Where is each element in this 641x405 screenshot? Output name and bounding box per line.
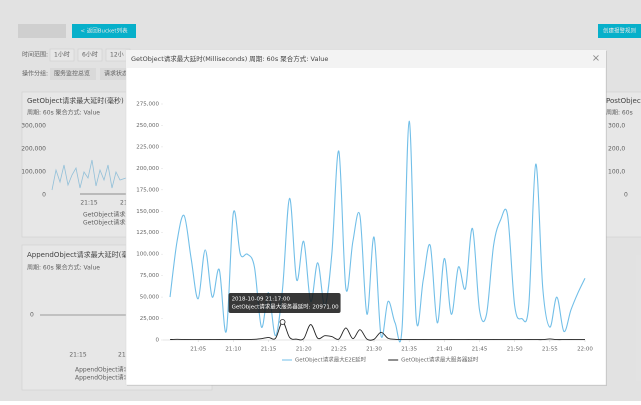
panel-tick: 0 <box>624 192 628 199</box>
panel-legend: AppendObject请求... <box>75 374 135 382</box>
tooltip-title: 2018-10-09 21:17:00 <box>232 297 291 303</box>
panel-tick: 100,0 <box>608 169 625 176</box>
y-tick-label: 0 <box>156 338 160 344</box>
alarm-button[interactable] <box>598 24 641 38</box>
panel-title: AppendObject请求最大延时(毫秒 <box>27 250 135 259</box>
time-option-label: 6小时 <box>82 51 98 59</box>
series-line <box>169 120 586 343</box>
panel-tick: 200,0 <box>608 146 625 153</box>
group-option[interactable] <box>50 68 96 80</box>
panel-x-tick: 21:15 <box>80 200 97 207</box>
panel-tick: 0 <box>42 192 46 199</box>
group-option-label: 请求状态 <box>104 70 128 78</box>
group-option[interactable] <box>100 68 130 80</box>
time-option[interactable] <box>77 48 103 62</box>
back-button[interactable] <box>72 24 136 38</box>
modal-body <box>125 49 607 386</box>
tooltip <box>228 293 341 314</box>
modal-header <box>126 50 606 68</box>
time-option-label: 12小 <box>110 51 124 59</box>
x-tick-label: 21:50 <box>507 347 523 353</box>
x-tick-label: 21:45 <box>472 347 488 353</box>
y-tick-label: 25,000 <box>140 316 160 322</box>
x-tick-label: 21:25 <box>331 347 347 353</box>
y-tick-label: 125,000 <box>136 230 159 236</box>
panel-x-tick: 21:3 <box>118 352 132 359</box>
panel-legend: GetObject请求最... <box>83 219 137 227</box>
x-tick-label: 21:40 <box>436 347 452 353</box>
panel-x-tick: 21: <box>120 200 130 207</box>
group-label: 操作分组: <box>22 70 48 78</box>
group-option-label: 服务监控总览 <box>54 70 90 78</box>
time-range-label: 时间范围: <box>22 51 48 59</box>
y-tick-label: 175,000 <box>136 187 159 193</box>
y-tick-label: 50,000 <box>140 295 160 301</box>
legend-label: GetObject请求最大E2E延时 <box>295 356 367 364</box>
x-tick-label: 21:20 <box>296 347 312 353</box>
close-button[interactable]: × <box>592 53 600 64</box>
panel-subtitle: 周期: 60s 聚合方式: Value <box>27 264 100 272</box>
hover-marker <box>279 319 286 325</box>
panel-tick: 200,000 <box>21 146 46 153</box>
panel-subtitle: 周期: 60s 聚合方式: Value <box>27 109 100 117</box>
time-option[interactable] <box>49 48 75 62</box>
y-tick-label: 100,000 <box>136 252 159 258</box>
modal: GetObject请求最大延时(Milliseconds) 周期: 60s 聚合… <box>125 49 607 386</box>
y-tick-label: 75,000 <box>140 273 160 279</box>
panel-legend: AppendObject请求... <box>75 366 135 374</box>
alarm-button-label: 创建报警规则 <box>603 27 636 35</box>
panel-legend: GetObject请求最... <box>83 211 137 219</box>
y-tick-label: 200,000 <box>136 166 159 172</box>
blurred-logo <box>18 24 66 38</box>
y-tick-label: 250,000 <box>136 123 159 129</box>
x-tick-label: 21:35 <box>401 347 417 353</box>
legend-label: GetObject请求最大服务器延时 <box>401 356 479 364</box>
panel-title: GetObject请求最大延时(毫秒) <box>27 96 124 105</box>
y-tick-label: 275,000 <box>136 102 159 108</box>
y-tick-label: 150,000 <box>136 209 159 215</box>
x-tick-label: 21:15 <box>261 347 277 353</box>
panel-tick: 0 <box>30 312 34 319</box>
time-option-label: 1小时 <box>54 51 70 59</box>
back-button-label: < 返回Bucket列表 <box>80 27 128 35</box>
panel-x-tick: 21:15 <box>69 352 86 359</box>
x-tick-label: 22:00 <box>577 347 593 353</box>
x-tick-label: 21:10 <box>225 347 241 353</box>
y-tick-label: 225,000 <box>136 144 159 150</box>
series-line <box>170 321 586 341</box>
x-tick-label: 21:55 <box>542 347 558 353</box>
panel-title: PostObject <box>606 97 641 105</box>
panel-sparkline <box>51 159 127 191</box>
plot: 0 25,000 50,000 75,000 100,000 125,000 150,000… <box>136 102 593 364</box>
x-tick-label: 21:05 <box>190 347 206 353</box>
panel-tick: 300,0 <box>608 123 625 130</box>
panel-tick: 100,000 <box>21 169 46 176</box>
x-tick-label: 21:30 <box>366 347 382 353</box>
modal-title: GetObject请求最大延时(Milliseconds) 周期: 60s 聚合… <box>131 54 328 63</box>
tooltip-label: GetObject请求最大服务器延时: 20971.00 <box>232 303 340 311</box>
panel-tick: 300,000 <box>21 123 46 130</box>
panel-subtitle: 周期: 60s <box>606 109 633 117</box>
